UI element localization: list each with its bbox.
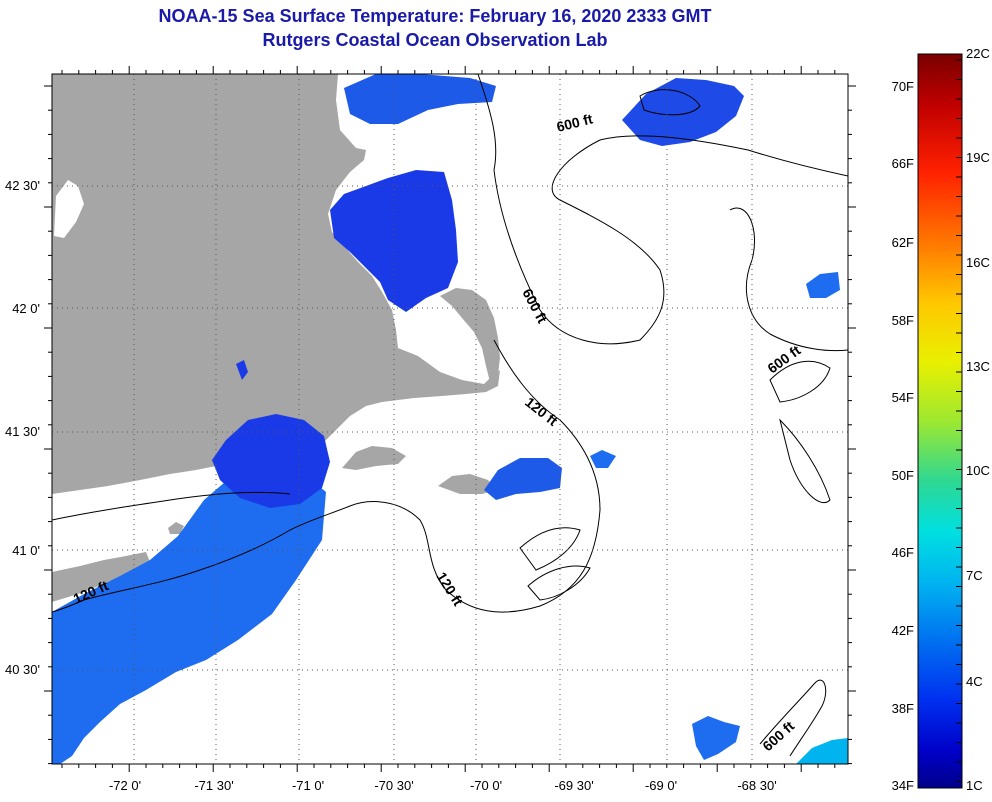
sst-patch-nantucket — [484, 458, 562, 500]
sst-patches — [52, 74, 848, 764]
map-title: NOAA-15 Sea Surface Temperature: Februar… — [158, 6, 712, 26]
contour-east-2 — [779, 418, 831, 503]
lat-label: 41 0' — [12, 543, 40, 558]
lon-label: -68 30' — [737, 778, 776, 793]
lat-label: 40 30' — [5, 662, 40, 677]
sst-patch-se-corner — [796, 738, 848, 764]
colorbar-c-label: 4C — [966, 674, 983, 689]
contour-southeast — [759, 679, 827, 757]
lon-label: -70 30' — [374, 778, 413, 793]
colorbar: 70F 66F 62F 58F 54F 50F 46F 42F 38F 34F … — [892, 46, 990, 793]
land-block-island — [168, 522, 184, 534]
colorbar-c-label: 10C — [966, 463, 990, 478]
sst-patch-shoals — [590, 450, 616, 468]
lon-label: -71 30' — [194, 778, 233, 793]
lon-labels: -72 0' -71 30' -71 0' -70 30' -70 0' -69… — [109, 778, 777, 793]
sst-patch-ne — [806, 272, 840, 298]
colorbar-c-label: 19C — [966, 150, 990, 165]
lat-labels: 42 30' 42 0' 41 30' 41 0' 40 30' — [5, 178, 40, 677]
lat-label: 42 0' — [12, 301, 40, 316]
contour-120-south — [52, 491, 291, 521]
contour-shoals-1 — [519, 527, 581, 571]
sst-patch-sound — [212, 414, 330, 508]
lon-label: -72 0' — [109, 778, 141, 793]
colorbar-c-label: 22C — [966, 46, 990, 61]
sst-patch-gulf-maine-w — [344, 74, 496, 124]
land-long-island — [52, 552, 150, 602]
land-marthas-vineyard — [342, 446, 406, 470]
colorbar-f-label: 58F — [892, 313, 914, 328]
colorbar-f-label: 54F — [892, 390, 914, 405]
colorbar-f-label: 70F — [892, 79, 914, 94]
map-frame — [51, 73, 849, 765]
sst-patch-massbay — [330, 170, 458, 312]
sst-patch-south — [52, 464, 326, 764]
axis-ticks — [44, 66, 856, 772]
sst-patch-bit — [236, 360, 248, 380]
contour-gom-blob — [639, 89, 701, 116]
colorbar-c-label: 1C — [966, 778, 983, 793]
colorbar-c-label: 16C — [966, 255, 990, 270]
land-nantucket — [438, 474, 496, 494]
lon-label: -69 30' — [554, 778, 593, 793]
contour-120-cape — [52, 339, 601, 613]
colorbar-f-label: 46F — [892, 545, 914, 560]
colorbar-ticks — [956, 59, 962, 782]
land-mainland — [52, 74, 500, 494]
cloud-patch — [54, 180, 84, 238]
contour-600-north — [477, 74, 848, 345]
graticule — [52, 74, 848, 764]
map-subtitle: Rutgers Coastal Ocean Observation Lab — [262, 30, 608, 50]
bathymetry-contours — [52, 74, 848, 757]
colorbar-c-label: 7C — [966, 568, 983, 583]
contour-east-1 — [769, 360, 831, 403]
colorbar-fill — [917, 53, 963, 789]
sst-patch-se — [692, 716, 740, 760]
lon-label: -70 0' — [470, 778, 502, 793]
colorbar-f-label: 38F — [892, 701, 914, 716]
colorbar-f-label: 62F — [892, 235, 914, 250]
lat-label: 41 30' — [5, 424, 40, 439]
colorbar-f-label: 42F — [892, 623, 914, 638]
contour-600-east — [729, 207, 848, 352]
colorbar-c-labels: 22C 19C 16C 13C 10C 7C 4C 1C — [966, 46, 990, 793]
colorbar-f-label: 50F — [892, 468, 914, 483]
sst-patch-gulf-maine-e — [622, 78, 744, 146]
colorbar-f-labels: 70F 66F 62F 58F 54F 50F 46F 42F 38F 34F — [892, 79, 914, 793]
lon-label: -71 0' — [292, 778, 324, 793]
lat-label: 42 30' — [5, 178, 40, 193]
land-cape-cod — [440, 288, 500, 382]
contour-shoals-2 — [527, 565, 591, 601]
colorbar-f-label: 66F — [892, 156, 914, 171]
colorbar-c-label: 13C — [966, 359, 990, 374]
lon-label: -69 0' — [645, 778, 677, 793]
colorbar-f-label: 34F — [892, 778, 914, 793]
map-area: 600 ft 600 ft 600 ft 600 ft 120 ft 120 f… — [52, 74, 848, 764]
